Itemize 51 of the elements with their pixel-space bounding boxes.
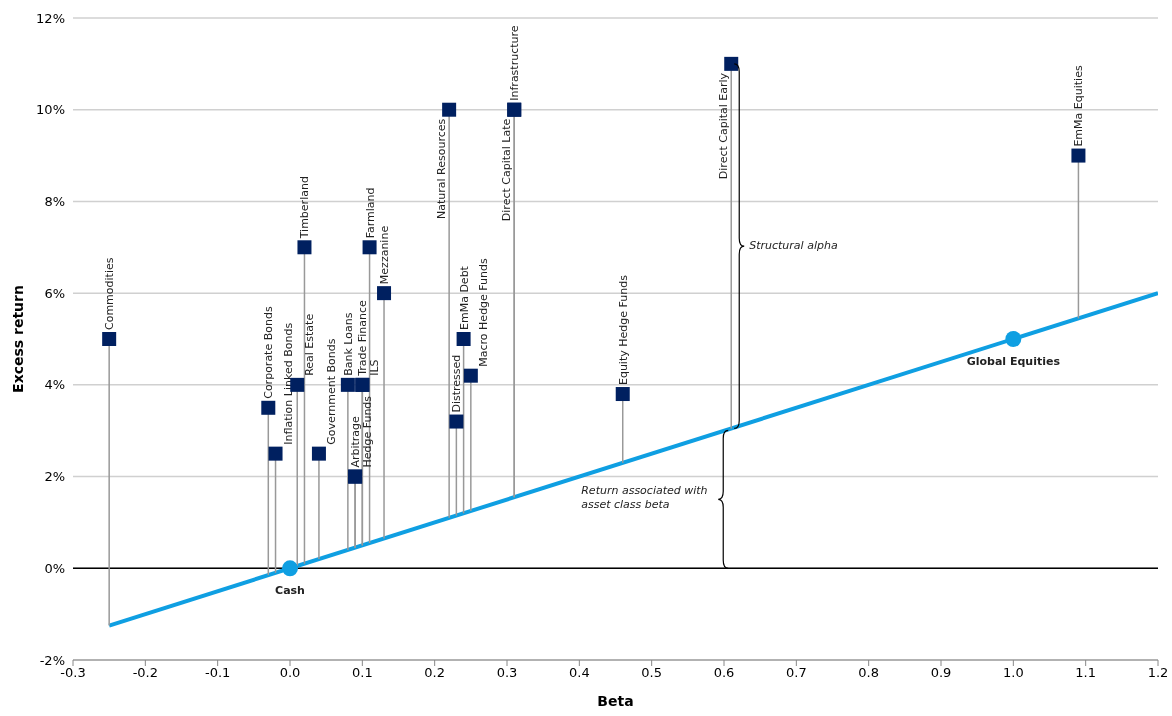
y-tick-label: 10% [36,102,65,118]
x-tick-label: 0.3 [496,665,518,681]
annotation: Structural alpha [749,239,838,254]
text: Macro Hedge Funds [476,257,490,367]
x-tick-label: 0.0 [279,665,301,681]
text: Real Estate [303,313,317,376]
text: Timberland [298,176,312,240]
x-tick-label: 0.4 [568,665,590,681]
x-tick-label: 1.1 [1075,665,1097,681]
text: EmMa Equities [1072,65,1086,147]
x-tick-label: -0.1 [204,665,231,681]
text: Equity Hedge Funds [616,274,630,386]
x-tick-label: -0.3 [60,665,86,681]
text: Natural Resources [435,118,449,219]
text: Government Bonds [324,338,338,445]
y-tick-label: 2% [44,469,65,485]
annotation: Return associated with asset class beta [581,484,709,513]
text: Bank Loans [341,312,355,376]
x-tick-label: -0.2 [132,665,159,681]
text: Hedge Funds [361,395,375,468]
text: Corporate Bonds [262,306,276,399]
x-tick-label: 1.2 [1147,665,1169,681]
text: Infrastructure [508,25,522,101]
text: EmMa Debt [457,265,471,330]
x-tick-label: 1.0 [1002,665,1024,681]
y-tick-label: 8% [44,194,65,210]
text: ILS [368,359,382,376]
x-axis-title: Beta [597,693,634,709]
y-tick-label: 4% [44,377,65,393]
text: Direct Capital Early [717,72,731,180]
text: Arbitrage [349,415,363,468]
text: Trade Finance [356,299,370,377]
series-label: Global Equities [966,355,1061,368]
text: Direct Capital Late [500,118,514,222]
text: Commodities [103,257,117,330]
y-tick-label: 12% [36,10,65,26]
y-tick-label: -2% [39,652,65,668]
x-tick-label: 0.5 [641,665,663,681]
x-tick-label: 0.9 [930,665,952,681]
text: Mezzanine [378,225,392,285]
x-tick-label: 0.8 [858,665,880,681]
text: Farmland [363,187,377,239]
text: Distressed [450,354,464,413]
x-tick-label: 0.6 [713,665,735,681]
y-axis-title: Excess return [9,285,26,393]
x-tick-label: 0.2 [424,665,446,681]
x-tick-label: 0.7 [785,665,807,681]
x-tick-label: 0.1 [351,665,373,681]
series-label: Cash [275,584,305,598]
y-tick-label: 0% [44,560,65,576]
y-tick-label: 6% [44,285,65,301]
